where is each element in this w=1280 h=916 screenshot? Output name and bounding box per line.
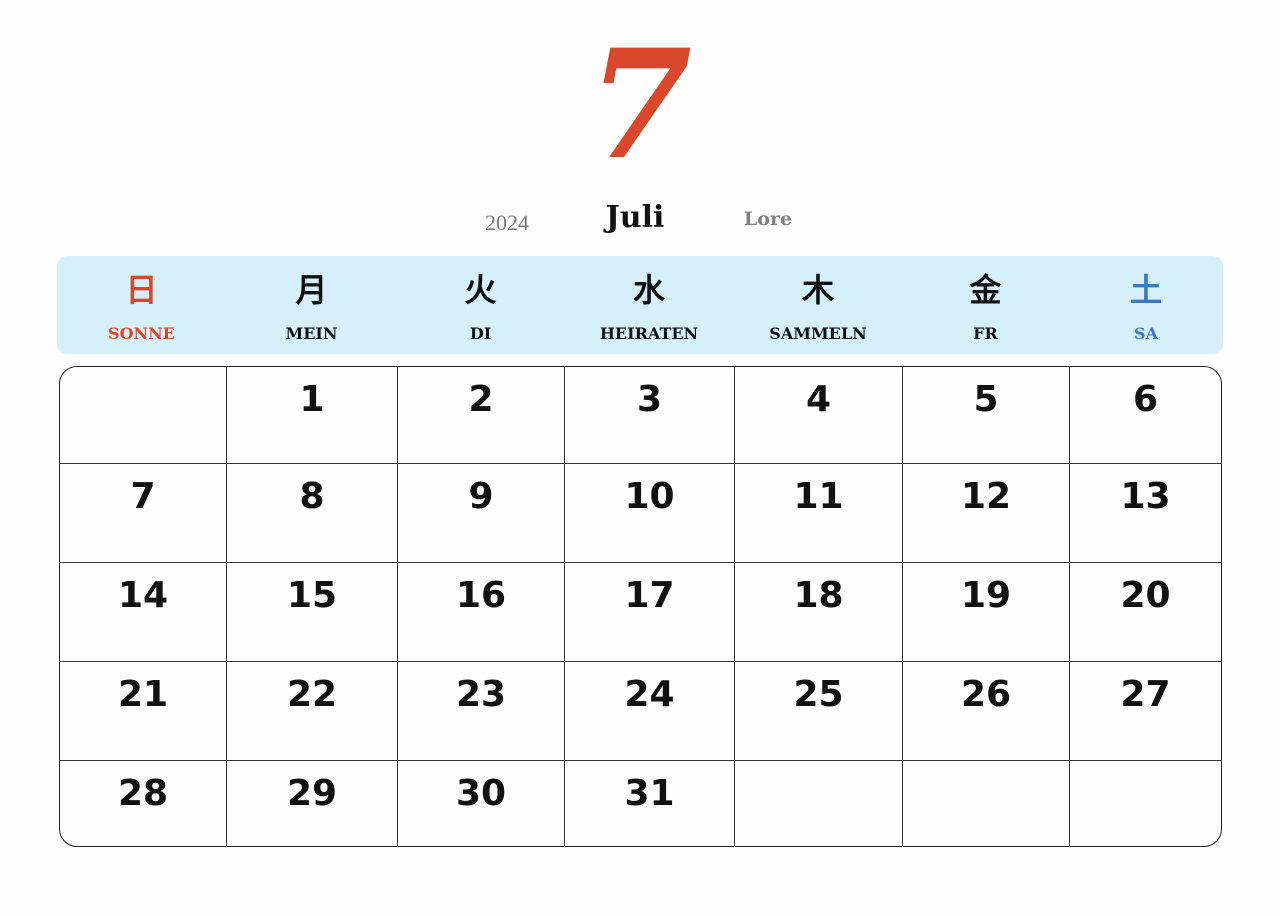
day-cell: 16 [398, 563, 565, 662]
day-cell: 21 [60, 662, 227, 761]
day-cell: 11 [735, 464, 903, 563]
weekday-label: FR [973, 324, 998, 343]
day-cell: 9 [398, 464, 565, 563]
day-cell: 26 [903, 662, 1070, 761]
day-cell: 27 [1070, 662, 1221, 761]
weekday-kanji: 火 [464, 271, 497, 309]
day-cell: 20 [1070, 563, 1221, 662]
day-cell: 18 [735, 563, 903, 662]
day-cell: 15 [227, 563, 398, 662]
day-cell: 25 [735, 662, 903, 761]
day-cell [1070, 761, 1221, 846]
weekday-0: 日 SONNE [57, 256, 226, 354]
day-cell: 3 [565, 367, 735, 464]
weekday-2: 火 DI [397, 256, 564, 354]
day-cell: 7 [60, 464, 227, 563]
weekday-1: 月 MEIN [226, 256, 397, 354]
weekday-kanji: 水 [632, 271, 665, 309]
day-cell [903, 761, 1070, 846]
day-cell [60, 367, 227, 464]
day-cell: 10 [565, 464, 735, 563]
day-cell: 1 [227, 367, 398, 464]
day-cell: 17 [565, 563, 735, 662]
day-cell: 28 [60, 761, 227, 846]
tag-label: Lore [743, 208, 793, 230]
weekday-kanji: 土 [1129, 271, 1162, 309]
weekday-4: 木 SAMMELN [734, 256, 902, 354]
weekday-3: 水 HEIRATEN [564, 256, 734, 354]
day-cell: 6 [1070, 367, 1221, 464]
day-cell: 31 [565, 761, 735, 846]
day-cell: 8 [227, 464, 398, 563]
day-cell: 23 [398, 662, 565, 761]
day-cell [735, 761, 903, 846]
day-cell: 29 [227, 761, 398, 846]
weekday-label: HEIRATEN [599, 324, 699, 343]
day-cell: 14 [60, 563, 227, 662]
day-cell: 30 [398, 761, 565, 846]
weekday-label: DI [469, 324, 492, 343]
day-cell: 19 [903, 563, 1070, 662]
weekday-label: SONNE [108, 324, 175, 343]
weekday-label: SA [1134, 324, 1158, 343]
weekday-5: 金 FR [902, 256, 1069, 354]
day-cell: 22 [227, 662, 398, 761]
weekday-label: MEIN [285, 324, 338, 343]
day-cell: 5 [903, 367, 1070, 464]
month-name: Juli [605, 200, 665, 235]
day-cell: 4 [735, 367, 903, 464]
day-cell: 2 [398, 367, 565, 464]
weekday-kanji: 木 [801, 271, 834, 309]
day-cell: 13 [1070, 464, 1221, 563]
weekday-header: 日 SONNE 月 MEIN 火 DI 水 HEIRATEN 木 SAMMELN 金 FR 土 SA [57, 256, 1223, 354]
month-number: 7 [587, 17, 693, 193]
weekday-kanji: 日 [125, 271, 158, 309]
year-label: 2024 [485, 210, 529, 235]
weekday-kanji: 金 [969, 271, 1002, 309]
weekday-6: 土 SA [1069, 256, 1223, 354]
day-cell: 24 [565, 662, 735, 761]
weekday-kanji: 月 [295, 271, 328, 309]
weekday-label: SAMMELN [769, 324, 867, 343]
day-cell: 12 [903, 464, 1070, 563]
calendar-grid: 1 2 3 4 5 6 7 8 9 10 11 12 13 14 15 16 17 18 19 20 21 22 23 24 2… [59, 366, 1222, 847]
